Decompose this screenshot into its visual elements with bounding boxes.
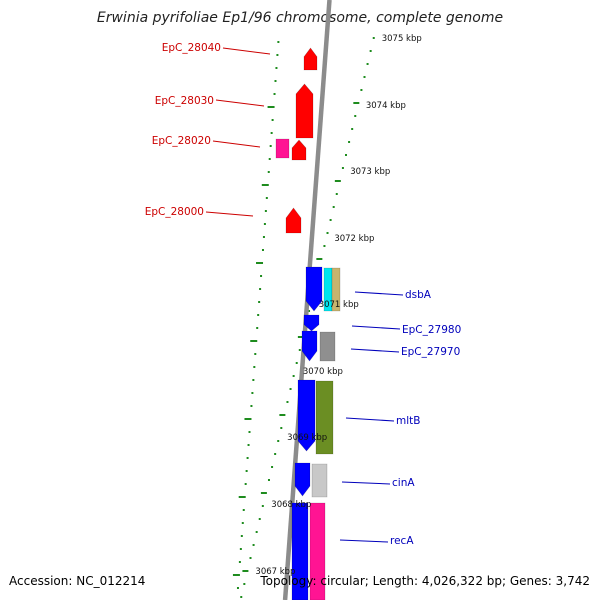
- inner-tick-track: [232, 41, 280, 589]
- leader-line: [351, 325, 401, 330]
- leader-line: [339, 539, 389, 543]
- leader-line: [215, 99, 265, 107]
- gene-mltB: [297, 379, 316, 452]
- gene-label: EpC_27970: [401, 346, 460, 358]
- gene-EpC_28020: [291, 139, 307, 161]
- leader-line: [345, 417, 395, 422]
- gene-silver: [311, 463, 328, 498]
- kbp-label: 3071 kbp: [319, 300, 359, 310]
- accession-label: Accession: NC_012214: [9, 574, 146, 588]
- kbp-label: 3074 kbp: [366, 101, 406, 111]
- gene-features: [275, 47, 341, 600]
- gene-labels: EpC_28040 EpC_28030 EpC_28020 EpC_28000 dsbA…: [145, 42, 462, 547]
- gene-gray: [319, 331, 336, 362]
- gene-olive: [315, 380, 334, 455]
- gene-recA: [291, 502, 309, 600]
- kbp-label: 3073 kbp: [350, 167, 390, 177]
- kbp-scale-labels: 3075 kbp 3074 kbp 3073 kbp 3072 kbp 3071 kbp…: [255, 34, 421, 577]
- gene-label: recA: [390, 535, 414, 547]
- gene-dsbA: [305, 266, 323, 312]
- map-title: Erwinia pyrifoliae Ep1/96 chromosome, co…: [96, 10, 504, 26]
- gene-label: dsbA: [405, 289, 432, 301]
- gene-magenta: [275, 138, 290, 159]
- gene-EpC_28040: [303, 47, 318, 71]
- gene-EpC_27980: [303, 314, 320, 332]
- kbp-label: 3068 kbp: [271, 500, 311, 510]
- gene-EpC_27970: [301, 330, 318, 362]
- gene-label: EpC_28040: [162, 42, 221, 54]
- leader-line: [222, 47, 271, 55]
- gene-label: cinA: [392, 477, 415, 489]
- kbp-label: 3070 kbp: [303, 367, 343, 377]
- genome-summary: Topology: circular; Length: 4,026,322 bp…: [260, 574, 590, 588]
- gene-tan: [331, 267, 341, 312]
- label-leaders: [205, 47, 404, 543]
- leader-line: [212, 140, 261, 148]
- gene-label: EpC_28000: [145, 206, 204, 218]
- gene-recA-pair: [309, 502, 326, 600]
- kbp-label: 3075 kbp: [382, 34, 422, 44]
- outer-tick-track: [240, 37, 375, 598]
- leader-line: [354, 291, 404, 296]
- gene-label: EpC_28020: [152, 135, 211, 147]
- gene-EpC_28030: [295, 83, 314, 139]
- kbp-label: 3069 kbp: [287, 433, 327, 443]
- kbp-label: 3067 kbp: [255, 567, 295, 577]
- gene-label: EpC_27980: [402, 324, 461, 336]
- gene-label: mltB: [396, 415, 420, 427]
- leader-line: [350, 348, 400, 353]
- gene-EpC_28000: [285, 207, 302, 234]
- leader-line: [205, 211, 254, 217]
- gene-cinA: [294, 462, 311, 497]
- kbp-label: 3072 kbp: [334, 234, 374, 244]
- leader-line: [341, 481, 391, 485]
- gene-label: EpC_28030: [155, 95, 214, 107]
